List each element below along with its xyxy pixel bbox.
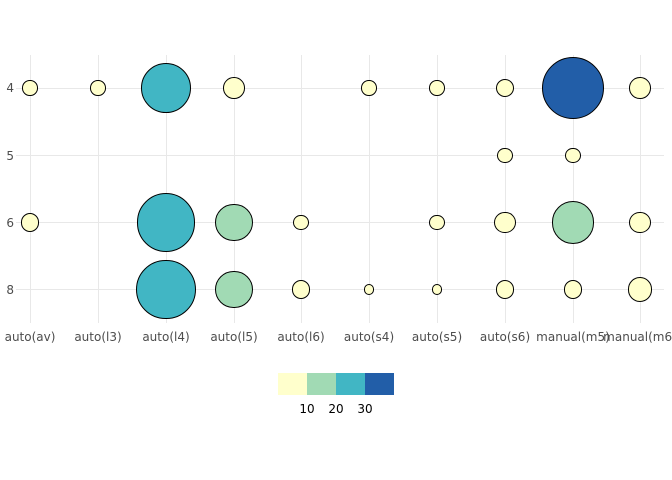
legend-break-label-10: 10 xyxy=(299,402,315,416)
bubble-manual(m5)-cyl8-n3 xyxy=(563,280,583,299)
gridline-vertical-manual(m5) xyxy=(572,55,574,323)
x-tick-label-auto(l5): auto(l5) xyxy=(210,330,258,344)
gridline-horizontal-cyl5 xyxy=(16,155,664,156)
gridline-vertical-auto(l6) xyxy=(300,55,302,323)
bubble-auto(l6)-cyl8-n3 xyxy=(291,280,311,299)
bubble-auto(av)-cyl4-n2 xyxy=(22,80,38,96)
x-tick-label-auto(s5): auto(s5) xyxy=(411,330,463,344)
gridline-vertical-auto(s6) xyxy=(504,55,506,323)
x-tick-label-auto(l4): auto(l4) xyxy=(142,330,190,344)
bubble-auto(s5)-cyl4-n2 xyxy=(429,80,445,96)
bubble-auto(s5)-cyl6-n2 xyxy=(429,214,445,231)
gridline-horizontal-cyl4 xyxy=(16,87,664,89)
bubble-auto(s4)-cyl8-n1 xyxy=(363,284,375,295)
legend-break-label-20: 20 xyxy=(328,402,344,416)
x-tick-label-auto(l6): auto(l6) xyxy=(277,330,325,344)
y-tick-label-5: 5 xyxy=(6,148,14,163)
bubble-auto(l3)-cyl4-n2 xyxy=(90,80,106,96)
bubble-auto(l5)-cyl8-n12 xyxy=(215,270,253,309)
legend-swatch-1 xyxy=(278,373,307,395)
x-tick-label-auto(s4): auto(s4) xyxy=(343,330,395,344)
bubble-manual(m6)-cyl8-n5 xyxy=(627,277,653,302)
gridline-vertical-auto(s5) xyxy=(436,55,438,323)
gridline-horizontal-cyl8 xyxy=(16,289,664,290)
y-tick-label-4: 4 xyxy=(6,81,14,95)
bubble-auto(s4)-cyl4-n2 xyxy=(361,80,377,96)
gridline-vertical-auto(l3) xyxy=(97,55,99,323)
bubble-auto(s6)-cyl5-n2 xyxy=(497,147,513,164)
bubble-auto(s6)-cyl6-n4 xyxy=(494,211,516,234)
bubble-manual(m6)-cyl4-n4 xyxy=(629,77,651,99)
x-tick-label-auto(av): auto(av) xyxy=(4,330,56,344)
legend-swatch-2 xyxy=(307,373,336,395)
bubble-auto(av)-cyl6-n3 xyxy=(20,213,40,232)
y-tick-label-6: 6 xyxy=(6,215,14,230)
x-tick-label-auto(l3): auto(l3) xyxy=(74,330,122,344)
bubble-auto(s5)-cyl8-n1 xyxy=(431,284,443,295)
bubble-auto(l5)-cyl4-n4 xyxy=(223,77,245,99)
bubble-manual(m5)-cyl6-n15 xyxy=(551,201,595,244)
bubble-auto(l4)-cyl6-n29 xyxy=(136,193,196,252)
x-tick-label-manual(m5): manual(m5) xyxy=(536,330,610,344)
gridline-vertical-manual(m6) xyxy=(639,55,641,323)
gridline-vertical-auto(l4) xyxy=(165,55,167,323)
bubble-manual(m6)-cyl6-n4 xyxy=(629,211,651,234)
x-tick-label-auto(s6): auto(s6) xyxy=(479,330,531,344)
bubble-manual(m5)-cyl4-n33 xyxy=(541,56,605,120)
gridline-vertical-auto(s4) xyxy=(368,55,370,323)
bubble-auto(l6)-cyl6-n2 xyxy=(293,214,309,231)
gridline-vertical-auto(av) xyxy=(29,55,31,323)
y-tick-label-8: 8 xyxy=(6,282,14,297)
x-tick-label-manual(m6): manual(m6) xyxy=(603,330,672,344)
bubble-auto(s6)-cyl4-n3 xyxy=(495,78,515,98)
gridline-vertical-auto(l5) xyxy=(233,55,235,323)
bubble-auto(l4)-cyl8-n30 xyxy=(136,259,196,320)
legend-break-label-30: 30 xyxy=(357,402,373,416)
gridline-horizontal-cyl6 xyxy=(16,222,664,223)
bubble-auto(l5)-cyl6-n12 xyxy=(215,203,253,242)
bubble-auto(l4)-cyl4-n21 xyxy=(141,63,191,113)
legend-swatch-3 xyxy=(336,373,365,395)
bubble-manual(m5)-cyl5-n2 xyxy=(565,147,581,164)
bubble-auto(s6)-cyl8-n3 xyxy=(495,280,515,299)
legend-swatch-4 xyxy=(365,373,394,395)
